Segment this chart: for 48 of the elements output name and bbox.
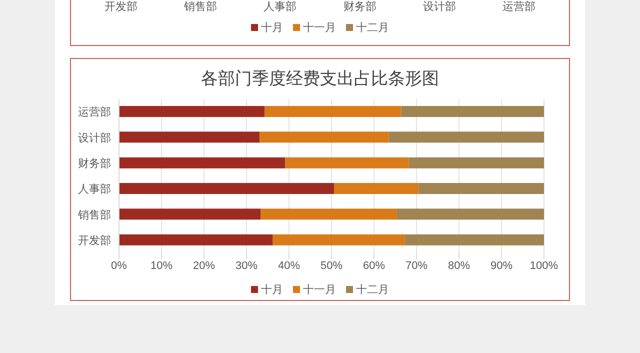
category-label: 开发部 — [103, 0, 138, 14]
bar — [404, 234, 544, 246]
x-tick-label: 10% — [150, 260, 173, 272]
bar — [119, 183, 334, 194]
legend-label: 十月 — [261, 20, 283, 34]
bar — [388, 132, 544, 143]
legend-label: 十月 — [261, 282, 283, 296]
bar — [396, 208, 544, 220]
legend-label: 十二月 — [356, 20, 389, 34]
x-tick-label: 30% — [235, 260, 258, 272]
category-label: 财务部 — [342, 0, 378, 14]
y-tick-label: 设计部 — [78, 131, 111, 144]
category-label: 设计部 — [422, 0, 458, 14]
y-tick-label: 销售部 — [77, 208, 111, 222]
legend-label: 十一月 — [303, 282, 336, 296]
bar — [264, 106, 402, 117]
y-tick-label: 运营部 — [78, 106, 111, 119]
x-tick-label: 40% — [278, 260, 300, 272]
chart-title: 各部门季度经费支出占比条形图 — [200, 68, 440, 90]
x-tick-label: 60% — [362, 260, 386, 272]
bar — [285, 157, 409, 168]
x-tick-label: 90% — [490, 260, 513, 272]
y-tick-label: 人事部 — [78, 182, 111, 196]
bar — [260, 132, 389, 143]
bar — [119, 132, 260, 143]
legend-label: 十一月 — [303, 20, 336, 34]
bar — [408, 157, 544, 168]
category-label: 人事部 — [262, 0, 298, 14]
bar — [119, 208, 261, 220]
bar — [119, 106, 265, 117]
x-tick-label: 80% — [448, 260, 470, 272]
bar — [119, 234, 273, 246]
x-tick-label: 100% — [530, 260, 558, 272]
bar — [272, 234, 405, 246]
x-tick-label: 0% — [111, 260, 128, 272]
legend-label: 十二月 — [356, 282, 389, 296]
bar — [119, 157, 286, 168]
y-tick-label: 开发部 — [78, 234, 111, 248]
y-tick-label: 财务部 — [78, 157, 111, 170]
category-label: 运营部 — [502, 0, 537, 14]
bar — [334, 183, 419, 194]
category-label: 销售部 — [183, 0, 218, 14]
bar — [418, 183, 544, 194]
bar — [401, 106, 544, 117]
bar — [260, 208, 397, 220]
x-tick-label: 50% — [320, 260, 343, 272]
x-tick-label: 70% — [405, 260, 428, 272]
x-tick-label: 20% — [192, 260, 216, 272]
